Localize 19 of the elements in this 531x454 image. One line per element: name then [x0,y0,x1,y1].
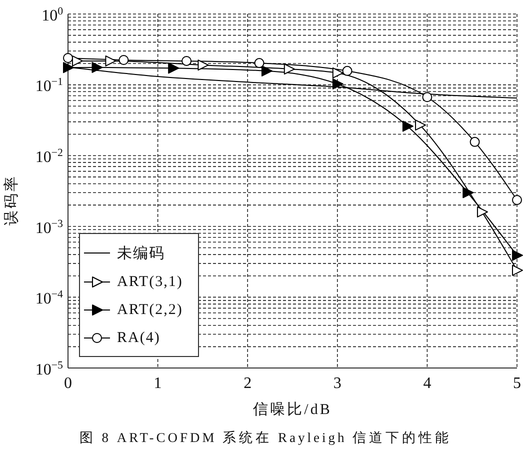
x-tick-label: 4 [423,374,432,392]
x-tick-label: 1 [154,374,162,392]
legend-label: ART(3,1) [117,274,183,290]
y-tick-label: 10$^{−4}$ [35,288,64,308]
legend-label: ART(2,2) [117,302,183,318]
legend-label: 未编码 [117,244,165,262]
y-tick-label: 10$^{−5}$ [35,359,64,378]
x-tick-label: 3 [333,374,342,392]
x-tick-label: 0 [64,374,72,392]
y-tick-label: 10$^{−2}$ [35,147,63,166]
y-tick-label: 10$^{0}$ [42,5,64,24]
x-tick-label: 5 [513,374,521,392]
x-axis-title: 信噪比/dB [253,401,332,418]
y-axis-title: 误码率 [3,174,20,226]
y-tick-label: 10$^{−3}$ [35,218,64,237]
legend-label: RA(4) [117,330,160,346]
y-tick-label: 10$^{−1}$ [35,76,63,96]
caption: 图 8 ART-COFDM 系统在 Rayleigh 信道下的性能 [78,429,453,447]
x-tick-label: 2 [244,374,252,392]
